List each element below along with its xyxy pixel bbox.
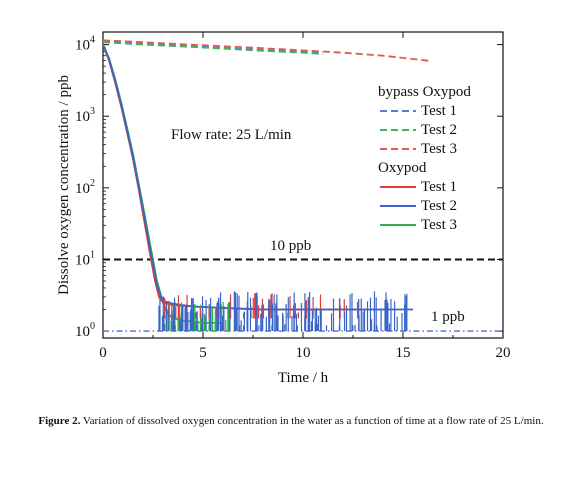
y-tick-label-2: 102 — [75, 178, 95, 197]
x-tick-label-2: 10 — [296, 345, 311, 361]
chart: 0 5 10 15 20 100 101 102 103 104 Time / h Dissolve … — [56, 31, 511, 386]
legend-label-0-0: Test 1 — [421, 103, 457, 119]
x-tick-label-4: 20 — [496, 345, 511, 361]
series-oxypod-test-1 — [102, 44, 363, 311]
noise-spikes — [158, 291, 408, 332]
y-tick-label-3: 103 — [75, 106, 95, 125]
series-oxypod-test-3 — [102, 44, 223, 324]
x-tick-label-3: 15 — [396, 345, 411, 361]
series-oxypod-test-2 — [102, 44, 413, 311]
x-tick-label-0: 0 — [99, 345, 107, 361]
legend-label-1-0: Test 1 — [421, 179, 457, 195]
x-axis-label: Time / h — [278, 370, 329, 386]
y-tick-label-1: 101 — [75, 249, 95, 268]
legend-group-title-1: Oxypod — [378, 160, 427, 176]
y-tick-label-0: 100 — [75, 321, 95, 340]
y-axis-label: Dissolve oxygen concentration / ppb — [56, 75, 72, 295]
annotation-1-ppb: 1 ppb — [431, 309, 465, 325]
legend-label-0-2: Test 3 — [421, 141, 457, 157]
legend-label-1-2: Test 3 — [421, 217, 457, 233]
caption-text: Variation of dissolved oxygen concentrat… — [80, 415, 544, 427]
annotation-10-ppb: 10 ppb — [270, 238, 311, 254]
legend: bypass Oxypod Test 1 Test 2 Test 3 Oxypod Tes… — [378, 84, 471, 233]
caption-label: Figure 2. — [38, 415, 81, 427]
legend-label-1-1: Test 2 — [421, 198, 457, 214]
series-bypass-test-3 — [102, 39, 432, 62]
annotation-flow-rate: Flow rate: 25 L/min — [171, 127, 292, 143]
figure-caption: Figure 2. Variation of dissolved oxygen … — [30, 414, 552, 428]
y-tick-label-4: 104 — [75, 35, 95, 54]
legend-label-0-1: Test 2 — [421, 122, 457, 138]
legend-group-title-0: bypass Oxypod — [378, 84, 471, 100]
series-bypass-test-2 — [102, 41, 324, 55]
x-tick-label-1: 5 — [199, 345, 207, 361]
